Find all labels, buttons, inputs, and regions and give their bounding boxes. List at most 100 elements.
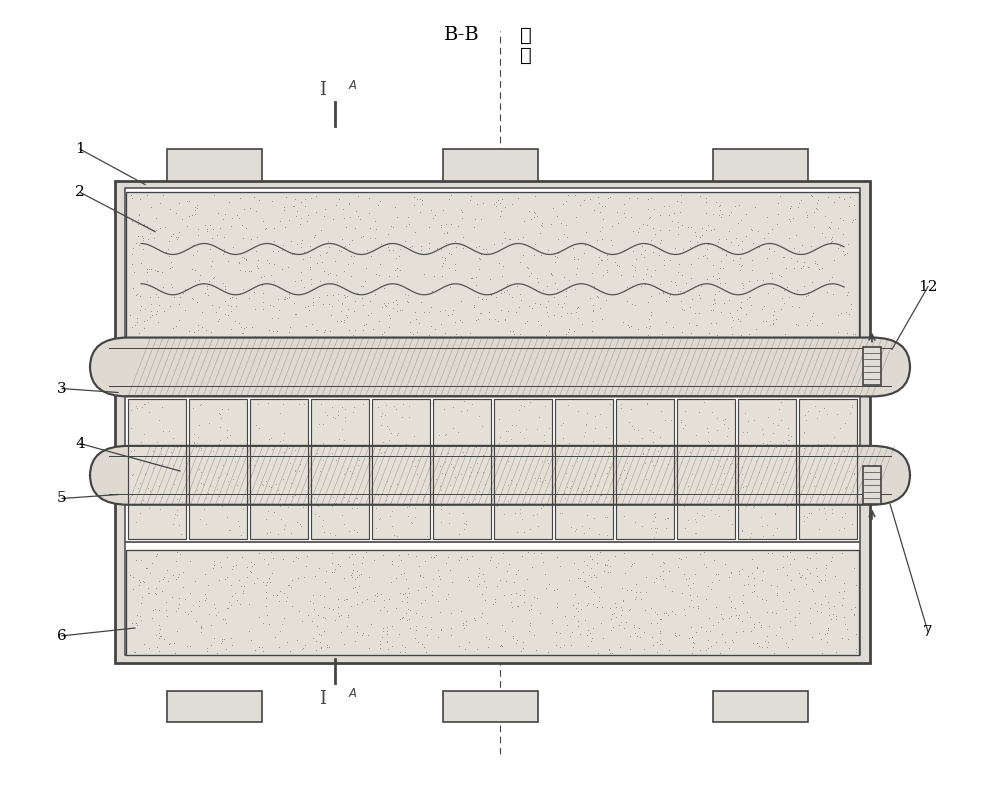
Point: [821, 221, 837, 233]
Point: [399, 295, 415, 308]
Point: [662, 289, 678, 301]
Point: [493, 287, 509, 299]
Point: [181, 195, 197, 207]
Point: [601, 460, 617, 473]
Point: [576, 194, 592, 206]
Point: [580, 580, 596, 593]
Point: [836, 248, 852, 261]
Point: [201, 608, 217, 620]
Point: [306, 231, 322, 243]
Point: [809, 412, 825, 425]
Point: [533, 249, 549, 261]
Point: [569, 302, 585, 315]
Point: [775, 550, 791, 562]
Point: [293, 212, 309, 225]
Point: [212, 434, 228, 447]
Point: [185, 292, 201, 305]
Point: [609, 258, 625, 271]
Point: [441, 246, 457, 259]
Point: [289, 237, 305, 250]
Point: [753, 620, 769, 633]
Point: [123, 403, 139, 416]
Point: [710, 483, 726, 495]
Point: [832, 422, 848, 434]
Point: [639, 219, 655, 232]
Point: [827, 463, 843, 476]
Point: [811, 262, 827, 275]
Point: [527, 190, 543, 203]
Point: [255, 645, 271, 658]
Point: [587, 410, 603, 422]
Point: [255, 479, 271, 491]
Point: [139, 220, 155, 232]
Point: [645, 458, 661, 471]
Point: [666, 206, 682, 219]
Bar: [126, 396, 859, 542]
Point: [515, 641, 531, 654]
Point: [408, 623, 424, 636]
Point: [254, 641, 270, 654]
Point: [274, 618, 290, 630]
Point: [644, 455, 660, 468]
Point: [765, 317, 781, 330]
Point: [554, 507, 570, 520]
Point: [539, 454, 555, 466]
Point: [636, 642, 652, 655]
Point: [398, 607, 414, 619]
Point: [553, 217, 569, 229]
Point: [361, 571, 377, 583]
Point: [722, 498, 738, 510]
Point: [714, 612, 730, 625]
Point: [540, 646, 556, 659]
Point: [754, 422, 770, 435]
Point: [741, 275, 757, 287]
Point: [497, 314, 513, 327]
Point: [379, 620, 395, 633]
Point: [164, 261, 180, 273]
Text: 转: 转: [520, 46, 532, 64]
Point: [126, 444, 142, 456]
Point: [735, 480, 751, 493]
Point: [768, 441, 784, 454]
Point: [311, 290, 327, 303]
Point: [263, 481, 279, 494]
Point: [708, 568, 724, 581]
Point: [539, 306, 555, 319]
Point: [210, 605, 226, 618]
Point: [345, 558, 361, 571]
Point: [807, 400, 823, 412]
Point: [491, 257, 507, 269]
Point: [567, 588, 583, 601]
Point: [258, 586, 274, 598]
Point: [721, 209, 737, 221]
Point: [410, 453, 426, 466]
Point: [216, 231, 232, 243]
Point: [783, 574, 799, 586]
Point: [670, 284, 686, 297]
Point: [827, 570, 843, 582]
Point: [785, 440, 801, 452]
Point: [708, 195, 724, 208]
Point: [511, 301, 527, 313]
Point: [161, 637, 177, 650]
Point: [550, 298, 566, 311]
Text: 6: 6: [57, 629, 67, 643]
Point: [394, 594, 410, 607]
Point: [745, 501, 761, 513]
Point: [530, 519, 546, 531]
Point: [734, 235, 750, 247]
Point: [616, 464, 632, 476]
Point: [134, 229, 150, 242]
Point: [527, 206, 543, 219]
Point: [261, 257, 277, 270]
Point: [293, 265, 309, 278]
Point: [498, 575, 514, 587]
Point: [153, 630, 169, 643]
Text: $^A$: $^A$: [348, 690, 358, 707]
Point: [837, 248, 853, 261]
Point: [340, 257, 356, 270]
Point: [276, 446, 292, 458]
Point: [636, 251, 652, 264]
Point: [690, 602, 706, 615]
Point: [389, 211, 405, 224]
